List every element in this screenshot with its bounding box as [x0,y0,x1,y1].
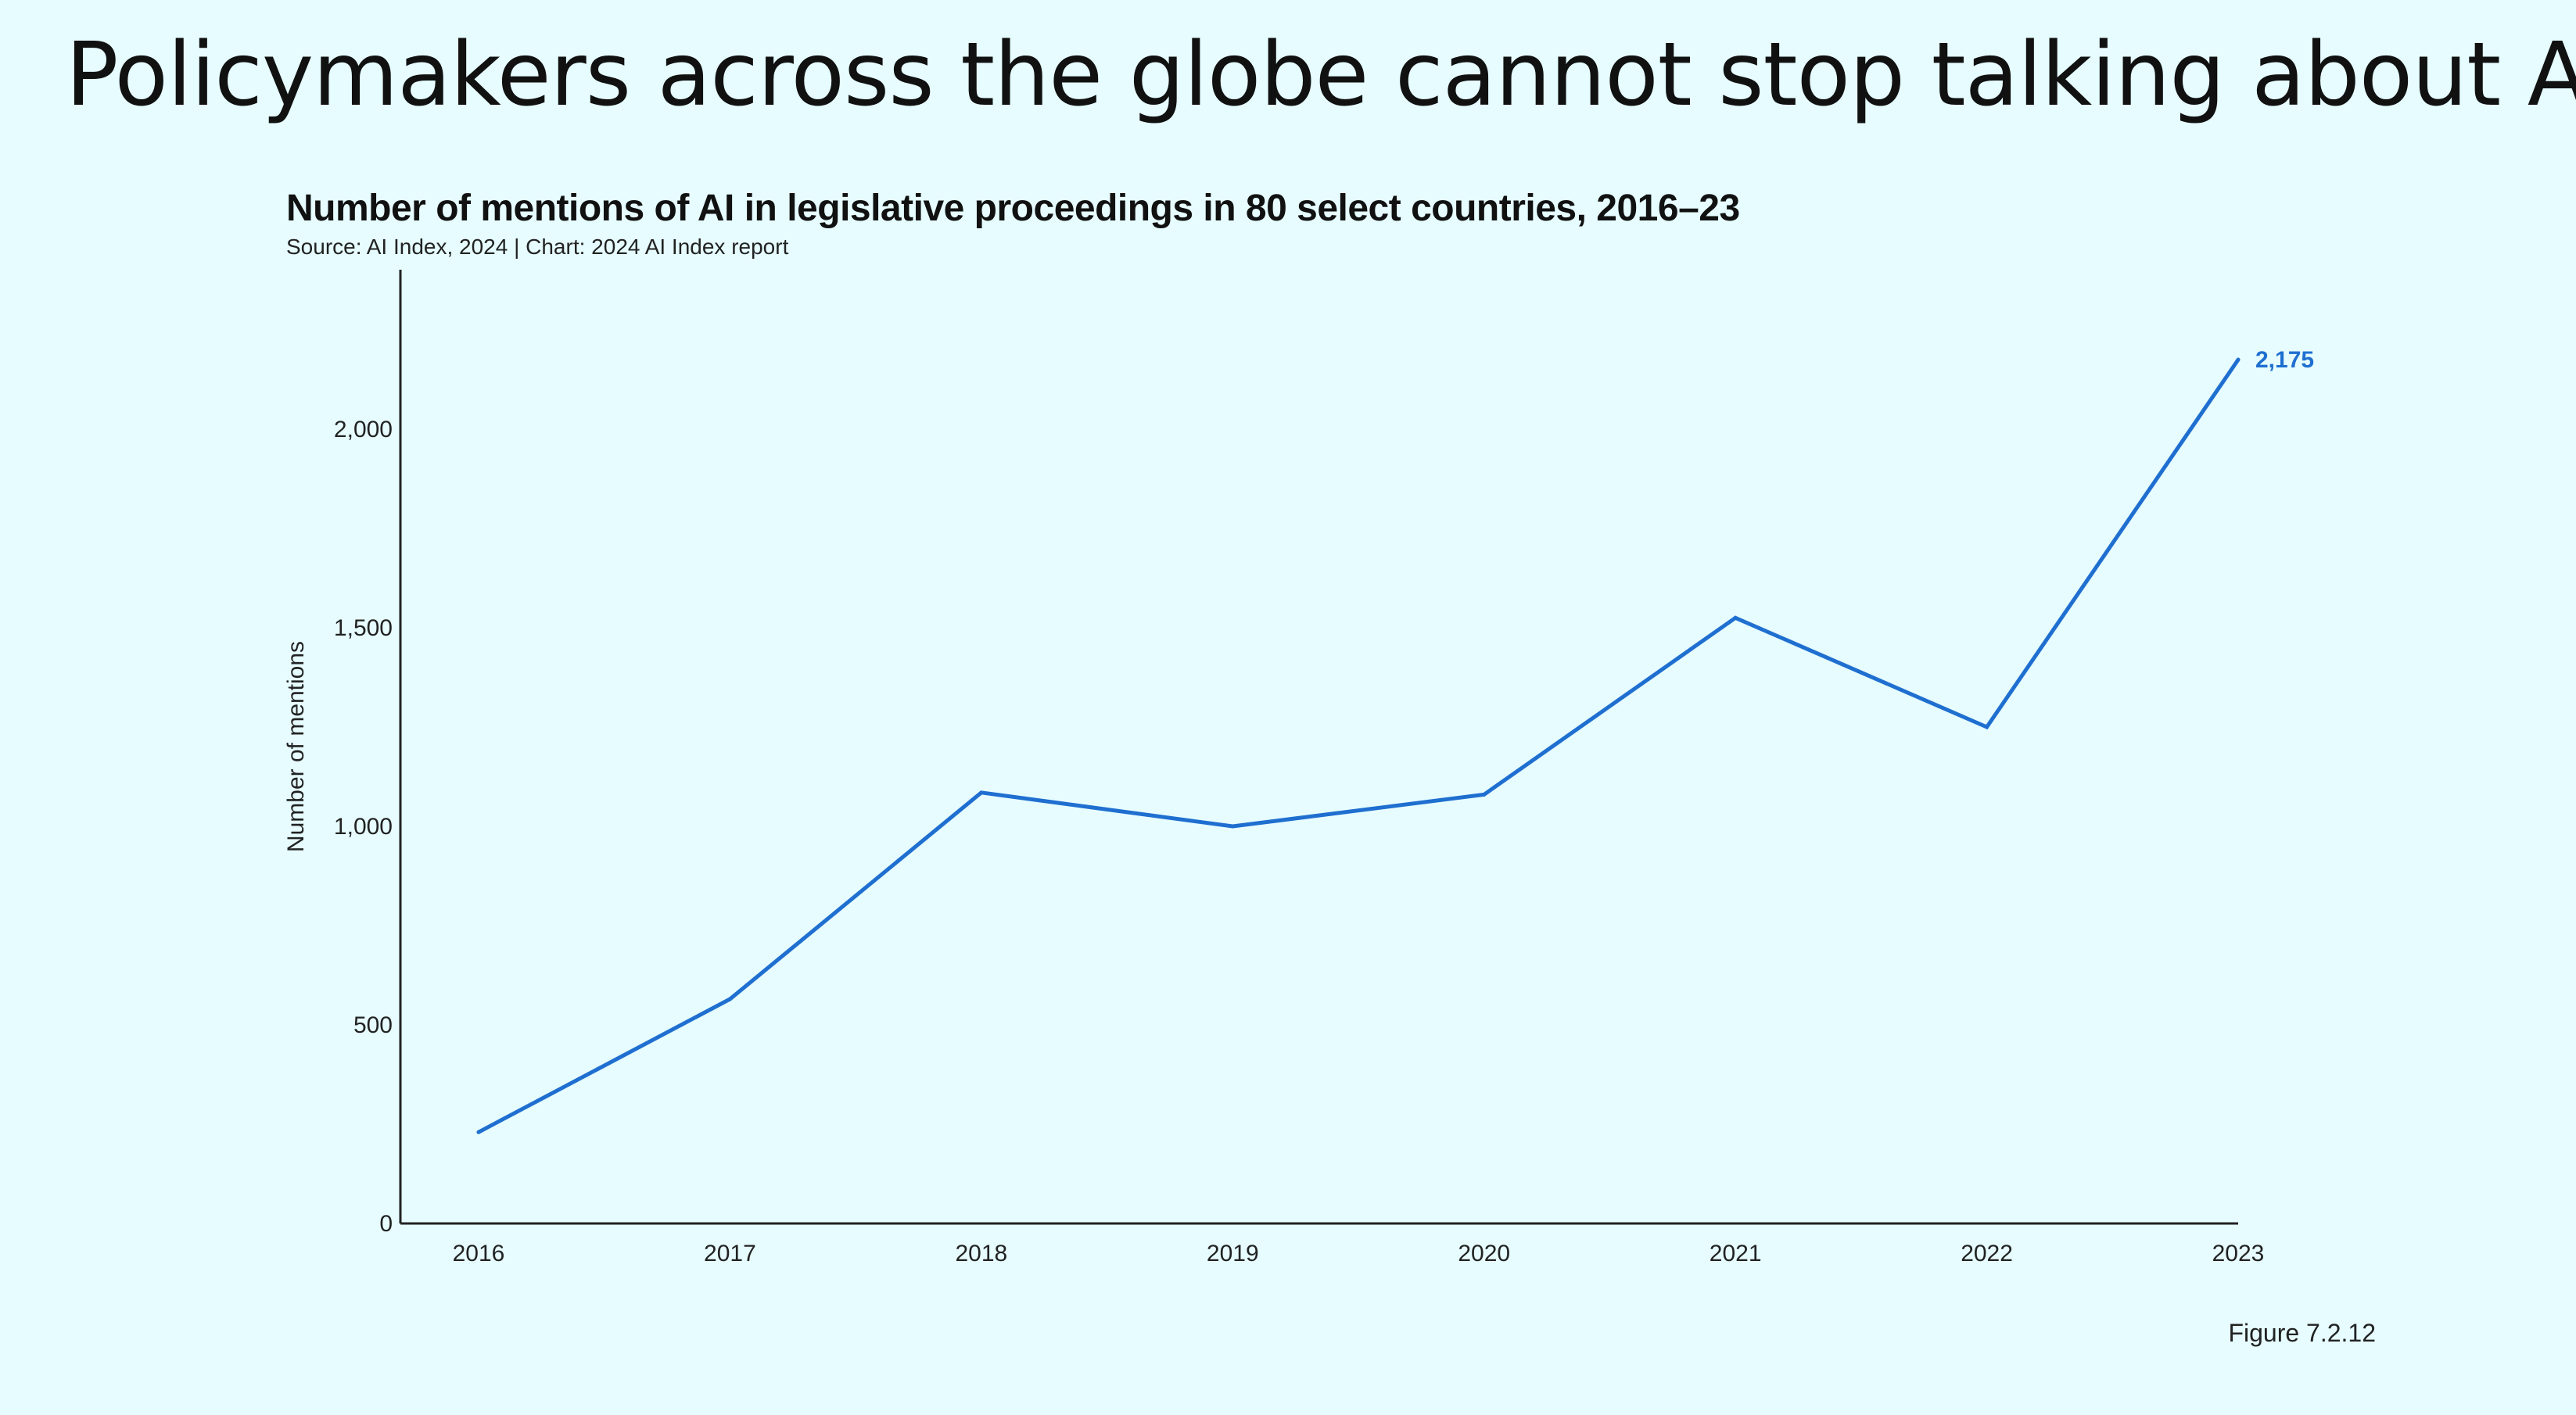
x-tick-label: 2020 [1458,1241,1510,1266]
slide-title: Policymakers across the globe cannot sto… [66,24,2576,126]
y-tick-label: 1,500 [334,615,393,641]
data-point [2236,357,2241,362]
x-tick-label: 2021 [1710,1241,1762,1266]
chart-axes [399,270,2238,1225]
x-tick-label: 2022 [1961,1241,2013,1266]
chart-series [476,357,2241,1134]
chart-title: Number of mentions of AI in legislative … [286,188,1740,229]
data-point [727,997,732,1001]
y-tick-label: 0 [379,1211,393,1237]
data-point [476,1130,481,1134]
y-tick-label: 500 [353,1012,393,1038]
data-label: 2,175 [2255,347,2314,373]
x-tick-label: 2019 [1207,1241,1259,1266]
data-point [1482,792,1487,797]
x-tick-label: 2017 [704,1241,756,1266]
chart-labels: Number of mentions 2,175 [283,347,2314,852]
y-axis-title: Number of mentions [283,641,309,852]
chart-ticks: 0 500 1,000 1,500 2,000 2016 2017 2018 2019 2020 2… [334,417,2264,1266]
chart-source: Source: AI Index, 2024 | Chart: 2024 AI … [286,235,789,259]
x-tick-label: 2023 [2212,1241,2265,1266]
data-point [979,790,984,795]
x-tick-label: 2016 [453,1241,505,1266]
y-tick-label: 1,000 [334,814,393,840]
data-point [1985,725,1989,729]
series-line [476,357,2241,1134]
x-tick-label: 2018 [955,1241,1007,1266]
figure-label: Figure 7.2.12 [2228,1319,2376,1347]
data-point [1230,824,1235,829]
y-tick-label: 2,000 [334,417,393,442]
data-point [1733,615,1738,620]
